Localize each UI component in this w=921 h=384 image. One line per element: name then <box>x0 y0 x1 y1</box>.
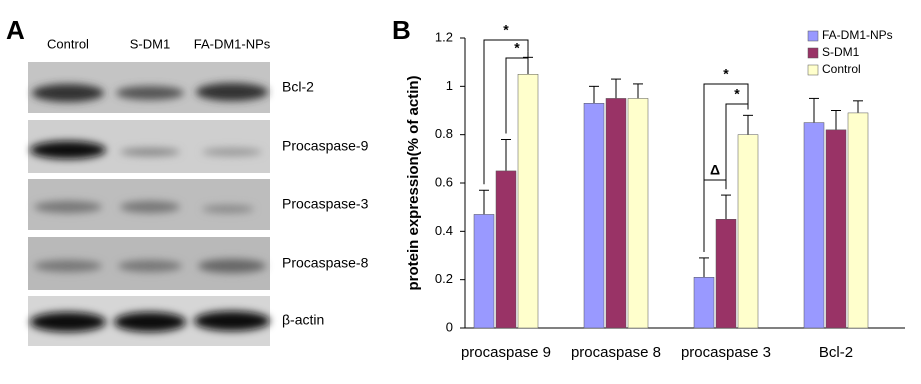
significance-mark: * <box>503 22 509 38</box>
band <box>202 148 262 156</box>
significance-mark: * <box>514 40 520 56</box>
bar <box>584 103 604 328</box>
band <box>30 141 106 159</box>
y-tick-label: 1.2 <box>435 29 453 44</box>
row-label: Procaspase-3 <box>282 196 369 212</box>
y-tick-label: 0.6 <box>435 174 453 189</box>
y-axis-label: protein expression(% of actin) <box>405 75 422 290</box>
band <box>34 260 102 272</box>
lane-label: S-DM1 <box>130 36 170 51</box>
legend-swatch <box>808 31 818 41</box>
panel-label: A <box>6 15 25 45</box>
x-tick-label: procaspase 8 <box>568 343 664 363</box>
band <box>196 83 268 101</box>
bar <box>694 277 714 328</box>
bar <box>716 219 736 328</box>
bar <box>826 130 846 328</box>
significance-mark: * <box>723 66 729 82</box>
x-tick-label: Bcl-2 <box>788 343 884 363</box>
bar <box>518 74 538 328</box>
y-tick-label: 0 <box>446 319 453 334</box>
figure-canvas: A Control S-DM1 FA-DM1-NPs Bcl-2 Procaspase-… <box>0 0 921 384</box>
band <box>120 201 180 213</box>
legend-label: Control <box>822 62 861 76</box>
significance-mark: Δ <box>710 162 720 178</box>
y-tick-label: 1 <box>446 78 453 93</box>
bar <box>628 98 648 328</box>
band <box>194 311 270 331</box>
legend-label: FA-DM1-NPs <box>822 28 893 42</box>
row-label: β-actin <box>282 312 324 328</box>
significance-mark: * <box>734 86 740 102</box>
panel-label: B <box>392 15 411 45</box>
legend-swatch <box>808 48 818 58</box>
bar <box>496 171 516 328</box>
blot <box>28 62 270 346</box>
band <box>202 205 254 213</box>
band <box>118 260 182 272</box>
bar <box>848 113 868 328</box>
band <box>32 84 104 102</box>
bar <box>738 135 758 328</box>
band <box>198 259 266 273</box>
figure: A Control S-DM1 FA-DM1-NPs Bcl-2 Procaspase-… <box>0 0 921 384</box>
bar <box>606 98 626 328</box>
band <box>34 201 102 213</box>
y-tick-label: 0.4 <box>435 223 453 238</box>
bar <box>804 123 824 328</box>
row-label: Procaspase-8 <box>282 255 369 271</box>
legend-swatch <box>808 65 818 75</box>
legend-label: S-DM1 <box>822 45 860 59</box>
lane-label: Control <box>47 36 89 51</box>
band <box>114 312 186 332</box>
y-tick-label: 0.2 <box>435 271 453 286</box>
y-tick-label: 0.8 <box>435 126 453 141</box>
band <box>120 148 180 156</box>
band <box>30 312 106 332</box>
band <box>116 86 184 100</box>
x-tick-label: procaspase 3 <box>678 343 774 363</box>
x-tick-label: procaspase 9 <box>458 343 554 363</box>
bar <box>474 214 494 328</box>
row-label: Procaspase-9 <box>282 138 369 154</box>
row-label: Bcl-2 <box>282 79 314 95</box>
lane-label: FA-DM1-NPs <box>194 36 271 51</box>
